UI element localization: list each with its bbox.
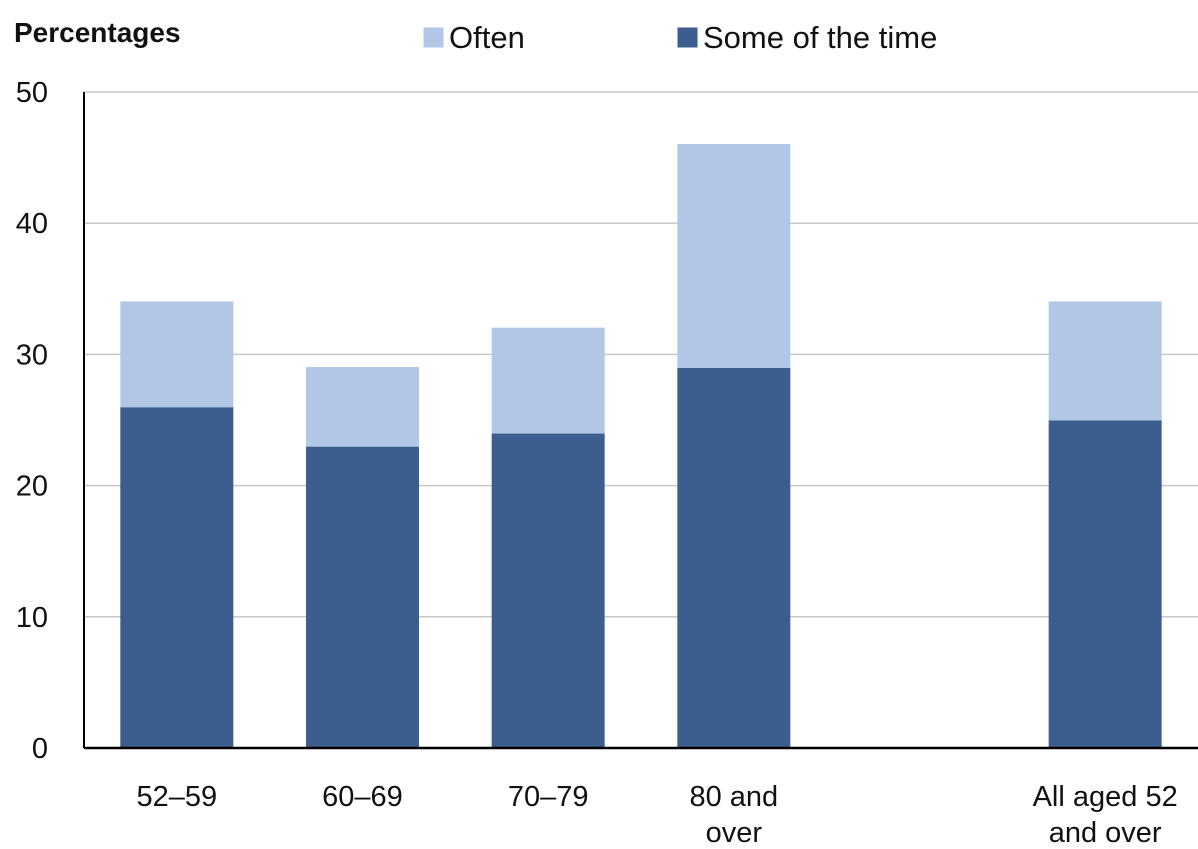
gridlines xyxy=(84,91,1198,618)
legend-label: Some of the time xyxy=(703,20,937,55)
legend-swatch xyxy=(423,27,444,48)
y-tick-label: 10 xyxy=(16,602,48,634)
y-tick-label: 50 xyxy=(16,77,48,109)
bar-segment xyxy=(491,432,605,749)
bar-segment xyxy=(120,301,234,408)
x-tick-label: 60–69 xyxy=(322,781,403,813)
y-axis-title: Percentages xyxy=(14,17,181,48)
legend-label: Often xyxy=(449,20,525,55)
y-tick-label: 40 xyxy=(16,208,48,240)
bar-segment xyxy=(306,445,419,749)
bars xyxy=(120,143,1162,749)
x-tick-label: 70–79 xyxy=(508,781,589,813)
x-tick-labels: 52–59 60–69 70–79 80 and over All aged 52 and … xyxy=(137,781,1178,849)
bar-segment xyxy=(491,327,605,434)
bar-segment xyxy=(120,406,234,749)
bar-segment xyxy=(1048,301,1162,421)
y-tick-label: 0 xyxy=(32,733,48,765)
bar-segment xyxy=(306,367,419,447)
bar-segment xyxy=(1048,419,1162,749)
legend-swatch xyxy=(677,27,698,48)
x-tick-label: 52–59 xyxy=(137,781,218,813)
x-tick-label: 80 and over xyxy=(689,781,778,849)
y-tick-label: 20 xyxy=(16,471,48,503)
bar-segment xyxy=(677,367,791,749)
x-tick-label: All aged 52 and over xyxy=(1033,781,1178,849)
legend: Often Some of the time xyxy=(423,20,937,55)
bar-segment xyxy=(677,143,791,369)
y-tick-label: 30 xyxy=(16,339,48,371)
axes xyxy=(83,92,1198,750)
y-tick-labels: 0 10 20 30 40 50 xyxy=(16,77,48,765)
